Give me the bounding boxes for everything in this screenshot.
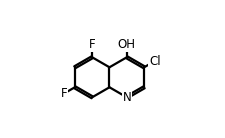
Text: Cl: Cl	[148, 55, 160, 68]
Text: OH: OH	[117, 38, 135, 51]
Text: F: F	[88, 38, 95, 51]
Text: F: F	[61, 87, 67, 100]
Text: N: N	[122, 91, 130, 104]
